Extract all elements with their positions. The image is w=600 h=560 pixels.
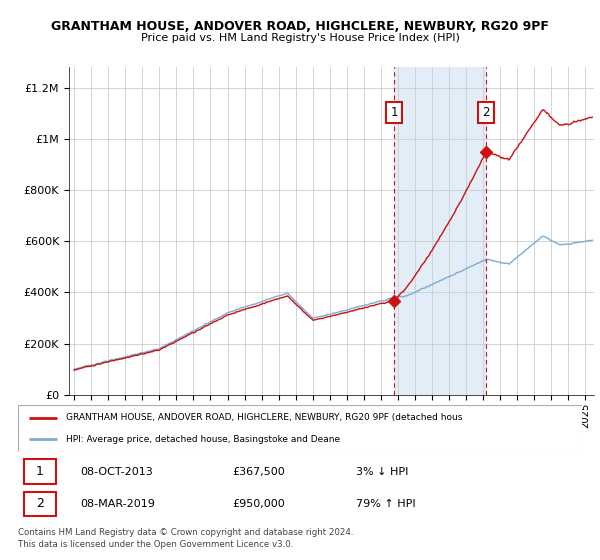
Text: 08-OCT-2013: 08-OCT-2013 — [80, 466, 153, 477]
Text: GRANTHAM HOUSE, ANDOVER ROAD, HIGHCLERE, NEWBURY, RG20 9PF: GRANTHAM HOUSE, ANDOVER ROAD, HIGHCLERE,… — [51, 20, 549, 34]
Text: Contains HM Land Registry data © Crown copyright and database right 2024.
This d: Contains HM Land Registry data © Crown c… — [18, 528, 353, 549]
Text: HPI: Average price, detached house, Basingstoke and Deane: HPI: Average price, detached house, Basi… — [66, 435, 340, 444]
Text: £950,000: £950,000 — [232, 499, 285, 509]
Text: 1: 1 — [36, 465, 44, 478]
Text: £367,500: £367,500 — [232, 466, 285, 477]
Text: 1: 1 — [391, 106, 398, 119]
Bar — [23, 492, 56, 516]
Text: Price paid vs. HM Land Registry's House Price Index (HPI): Price paid vs. HM Land Registry's House … — [140, 33, 460, 43]
Bar — [394, 67, 486, 395]
Text: GRANTHAM HOUSE, ANDOVER ROAD, HIGHCLERE, NEWBURY, RG20 9PF (detached hous: GRANTHAM HOUSE, ANDOVER ROAD, HIGHCLERE,… — [66, 413, 463, 422]
Bar — [23, 459, 56, 484]
Text: 08-MAR-2019: 08-MAR-2019 — [80, 499, 155, 509]
Text: 2: 2 — [482, 106, 490, 119]
Text: 79% ↑ HPI: 79% ↑ HPI — [356, 499, 416, 509]
Text: 3% ↓ HPI: 3% ↓ HPI — [356, 466, 409, 477]
Text: 2: 2 — [36, 497, 44, 510]
